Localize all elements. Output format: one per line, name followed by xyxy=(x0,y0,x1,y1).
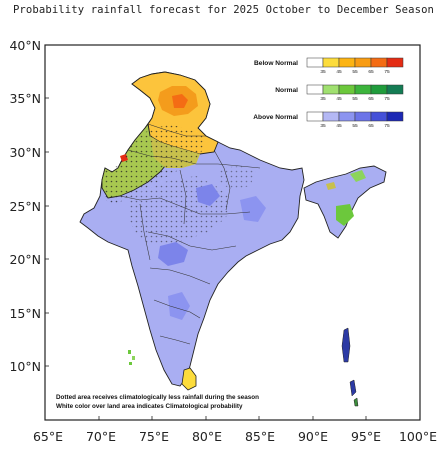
northeast-below-patch xyxy=(326,182,336,190)
legend-swatch xyxy=(354,57,372,68)
lon-label: 95°E xyxy=(351,429,381,444)
legend-tick-label: 65 xyxy=(368,96,374,102)
lat-label: 10°N xyxy=(9,359,41,374)
note-dotted-area: Dotted area receives climatologically le… xyxy=(56,394,259,401)
legend-swatch xyxy=(386,57,404,68)
lon-label: 75°E xyxy=(139,429,169,444)
legend-swatch xyxy=(354,111,372,122)
legend-swatch xyxy=(338,84,356,95)
legend-tick-label: 35 xyxy=(320,96,326,102)
state-boundaries xyxy=(119,123,261,345)
legend-tick-label: 35 xyxy=(320,123,326,129)
below-normal-peak xyxy=(172,94,188,108)
legend-tick-label: 75 xyxy=(384,69,390,75)
legend-tick-label: 45 xyxy=(336,96,342,102)
dotted-area-north xyxy=(104,124,206,204)
lat-label: 20°N xyxy=(9,252,41,267)
legend-swatch xyxy=(322,57,340,68)
legend-swatch xyxy=(370,84,388,95)
lat-label: 40°N xyxy=(9,38,41,53)
legend-swatch xyxy=(306,111,324,122)
lon-label: 80°E xyxy=(192,429,222,444)
legend-swatch xyxy=(338,111,356,122)
legend-title: Above Normal xyxy=(253,114,298,121)
legend-swatch xyxy=(306,57,324,68)
legend-tick-label: 65 xyxy=(368,123,374,129)
axis-ticks xyxy=(44,44,421,420)
legend-tick-label: 65 xyxy=(368,69,374,75)
legend-tick-label: 75 xyxy=(384,96,390,102)
sri-lanka xyxy=(181,367,197,391)
legend-swatch xyxy=(386,84,404,95)
legend-swatch xyxy=(322,111,340,122)
legend-swatch xyxy=(370,111,388,122)
legend-tick-label: 35 xyxy=(320,69,326,75)
lakshadweep-islands xyxy=(128,350,135,365)
legend-tick-label: 75 xyxy=(384,123,390,129)
legend-tick-label: 45 xyxy=(336,123,342,129)
legend-title: Below Normal xyxy=(254,60,298,67)
probability-legend: Below Normal 35 45 55 65 75 Normal 35 45 55 65 75 Ab… xyxy=(253,57,404,129)
lon-label: 70°E xyxy=(86,429,116,444)
legend-swatch xyxy=(354,84,372,95)
lon-label: 100°E xyxy=(399,429,437,444)
above-normal-patch-3 xyxy=(240,196,266,222)
legend-swatch xyxy=(306,84,324,95)
lon-label: 65°E xyxy=(33,429,63,444)
lon-label: 90°E xyxy=(298,429,328,444)
andaman-nicobar-islands xyxy=(341,327,359,407)
map-title: Probability rainfall forecast for 2025 O… xyxy=(12,4,435,16)
legend-tick-label: 45 xyxy=(336,69,342,75)
northeast-normal-patch-2 xyxy=(350,170,366,182)
legend-tick-label: 55 xyxy=(352,69,358,75)
above-normal-patch-1 xyxy=(158,242,188,266)
legend-swatch xyxy=(386,111,404,122)
above-normal-patch-4 xyxy=(168,292,190,320)
legend-swatch xyxy=(370,57,388,68)
lat-label: 30°N xyxy=(9,145,41,160)
lon-label: 85°E xyxy=(245,429,275,444)
lat-label: 15°N xyxy=(9,306,41,321)
lat-label: 35°N xyxy=(9,91,41,106)
above-normal-patch-2 xyxy=(196,184,220,206)
northeast-region xyxy=(303,165,387,239)
legend-tick-label: 55 xyxy=(352,123,358,129)
legend-swatch xyxy=(338,57,356,68)
legend-tick-label: 55 xyxy=(352,96,358,102)
note-white-color: White color over land area indicates Cli… xyxy=(56,403,243,410)
legend-swatch xyxy=(322,84,340,95)
lat-label: 25°N xyxy=(9,199,41,214)
northeast-normal-patch xyxy=(336,204,354,226)
legend-title: Normal xyxy=(275,87,298,94)
dotted-area-east xyxy=(218,166,256,190)
